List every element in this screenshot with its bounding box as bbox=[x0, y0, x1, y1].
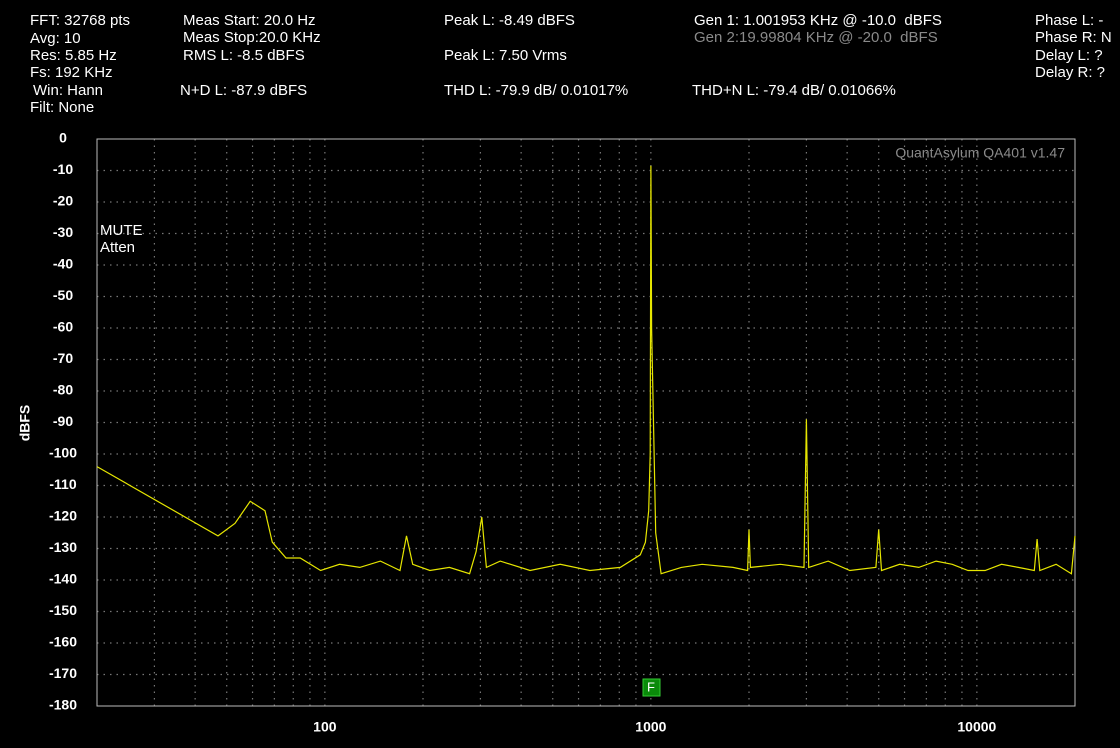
info: Meas Start: 20.0 Hz bbox=[183, 12, 316, 29]
info: THD+N L: -79.4 dB/ 0.01066% bbox=[692, 82, 896, 99]
info: Meas Stop:20.0 KHz bbox=[183, 29, 321, 46]
info: RMS L: -8.5 dBFS bbox=[183, 47, 305, 64]
y-tick-label: -130 bbox=[49, 539, 77, 555]
x-tick-label: 1000 bbox=[635, 719, 666, 735]
y-tick-label: -10 bbox=[53, 161, 73, 177]
plot-frame bbox=[96, 138, 1076, 707]
y-tick-label: -170 bbox=[49, 665, 77, 681]
info: Res: 5.85 Hz bbox=[30, 47, 117, 64]
y-tick-label: 0 bbox=[59, 130, 67, 146]
info: Delay R: ? bbox=[1035, 64, 1106, 81]
info: Fs: 192 KHz bbox=[30, 64, 113, 81]
info: Avg: 10 bbox=[30, 30, 81, 47]
y-tick-label: -30 bbox=[53, 224, 73, 240]
y-tick-label: -50 bbox=[53, 287, 73, 303]
annotation: MUTE bbox=[100, 222, 143, 239]
info: N+D L: -87.9 dBFS bbox=[180, 82, 308, 99]
info: Filt: None bbox=[30, 99, 95, 116]
watermark: QuantAsylum QA401 v1.47 bbox=[895, 145, 1065, 161]
marker-label: F bbox=[647, 679, 655, 694]
info: Delay L: ? bbox=[1035, 47, 1103, 64]
info: Peak L: 7.50 Vrms bbox=[444, 47, 567, 64]
info: Phase L: - bbox=[1035, 12, 1104, 29]
y-tick-label: -40 bbox=[53, 256, 73, 272]
info: Peak L: -8.49 dBFS bbox=[444, 12, 575, 29]
info: Gen 2:19.99804 KHz @ -20.0 dBFS bbox=[694, 29, 938, 46]
y-tick-label: -70 bbox=[53, 350, 73, 366]
info: THD L: -79.9 dB/ 0.01017% bbox=[444, 82, 629, 99]
spectrum-line bbox=[96, 165, 1076, 575]
y-tick-label: -60 bbox=[53, 319, 73, 335]
y-axis-label: dBFS bbox=[17, 405, 33, 442]
info: FFT: 32768 pts bbox=[30, 12, 131, 29]
y-tick-label: -120 bbox=[49, 508, 77, 524]
y-tick-label: -100 bbox=[49, 445, 77, 461]
y-tick-label: -150 bbox=[49, 602, 77, 618]
y-tick-label: -180 bbox=[49, 697, 77, 713]
y-tick-label: -140 bbox=[49, 571, 77, 587]
x-tick-label: 100 bbox=[313, 719, 337, 735]
info: Phase R: N bbox=[1035, 29, 1112, 46]
y-tick-label: -20 bbox=[53, 193, 73, 209]
y-tick-label: -110 bbox=[49, 476, 76, 492]
y-tick-label: -80 bbox=[53, 382, 73, 398]
y-tick-label: -160 bbox=[49, 634, 77, 650]
annotation: Atten bbox=[100, 239, 135, 256]
info: Win: Hann bbox=[33, 82, 104, 99]
x-tick-label: 10000 bbox=[957, 719, 996, 735]
info: Gen 1: 1.001953 KHz @ -10.0 dBFS bbox=[694, 12, 942, 29]
y-tick-label: -90 bbox=[53, 413, 73, 429]
marker-box bbox=[642, 678, 661, 697]
